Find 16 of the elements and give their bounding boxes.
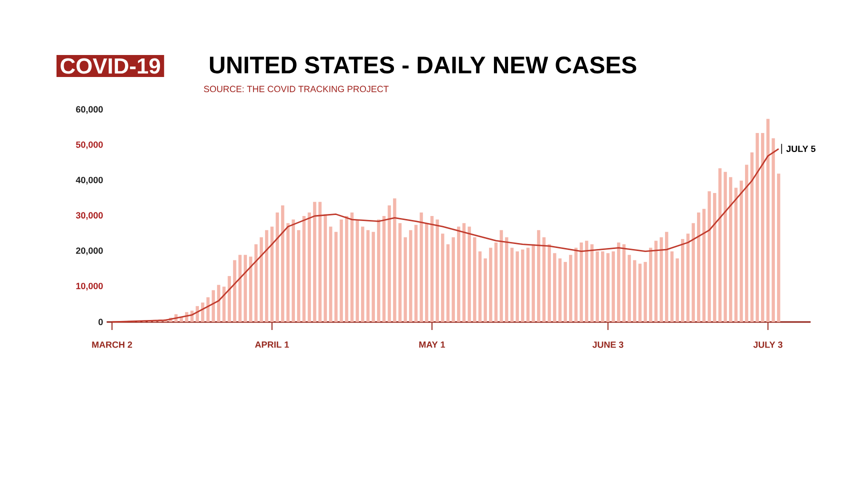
chart-title: UNITED STATES - DAILY NEW CASES <box>210 56 636 74</box>
annotation: JULY 5 <box>786 146 816 152</box>
y-tick-label: 0 <box>98 318 103 326</box>
y-tick-label: 60,000 <box>76 106 103 114</box>
y-tick-label: 50,000 <box>76 142 103 150</box>
y-tick-label: 40,000 <box>76 176 103 184</box>
y-tick-label: 20,000 <box>76 247 103 256</box>
x-tick-label: MARCH 2 <box>92 342 132 348</box>
y-tick-label: 30,000 <box>76 212 103 220</box>
x-tick-label: APRIL 1 <box>255 342 289 348</box>
text: COVID-19 <box>60 58 160 74</box>
source-note: SOURCE: THE COVID TRACKING PROJECT <box>204 86 389 92</box>
x-tick-label: JULY 3 <box>753 342 782 348</box>
x-tick-label: JUNE 3 <box>592 342 624 348</box>
x-tick-label: MAY 1 <box>419 342 446 348</box>
y-tick-label: 10,000 <box>76 282 103 290</box>
